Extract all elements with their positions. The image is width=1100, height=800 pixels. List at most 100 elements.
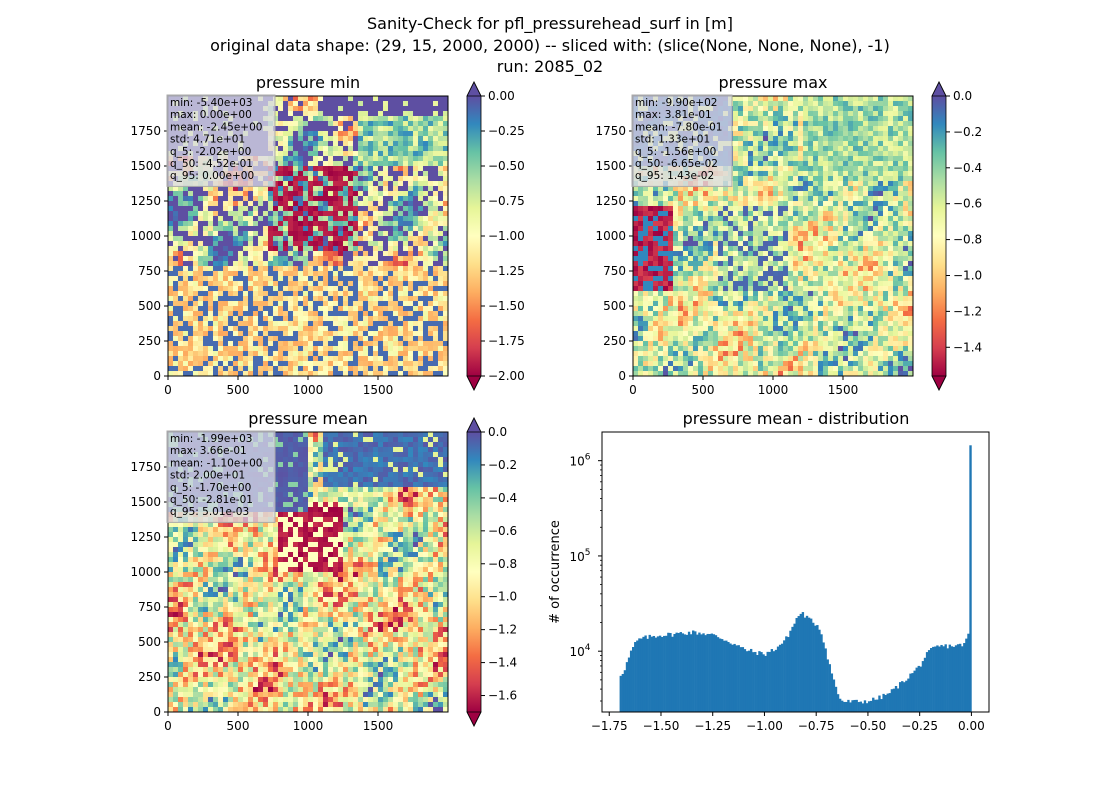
heatmap-cell [733, 211, 739, 217]
heatmap-cell [263, 361, 269, 367]
heatmap-cell [198, 346, 204, 352]
heatmap-cell [208, 316, 214, 322]
heatmap-cell [413, 201, 419, 207]
heatmap-cell [788, 126, 794, 132]
heatmap-cell [673, 211, 679, 217]
heatmap-cell [363, 336, 369, 342]
heatmap-cell [278, 336, 284, 342]
heatmap-cell [868, 211, 874, 217]
heatmap-cell [733, 201, 739, 207]
heatmap-cell [208, 276, 214, 282]
heatmap-cell [238, 336, 244, 342]
heatmap-cell [203, 241, 209, 247]
heatmap-cell [243, 336, 249, 342]
heatmap-cell [768, 186, 774, 192]
heatmap-cell [313, 106, 319, 112]
heatmap-cell [418, 271, 424, 277]
heatmap-cell [303, 286, 309, 292]
heatmap-cell [878, 136, 884, 142]
heatmap-cell [353, 171, 359, 177]
heatmap-cell [203, 366, 209, 372]
heatmap-cell [733, 106, 739, 112]
heatmap-cell [808, 186, 814, 192]
heatmap-cell [718, 241, 724, 247]
heatmap-cell [233, 186, 239, 192]
heatmap-cell [238, 296, 244, 302]
heatmap-cell [333, 366, 339, 372]
heatmap-cell [283, 316, 289, 322]
heatmap-cell [268, 251, 274, 257]
heatmap-cell [233, 226, 239, 232]
heatmap-cell [393, 111, 399, 117]
heatmap-cell [398, 296, 404, 302]
heatmap-cell [813, 166, 819, 172]
heatmap-cell [373, 161, 379, 167]
heatmap-cell [273, 171, 279, 177]
heatmap-cell [798, 236, 804, 242]
heatmap-cell [433, 176, 439, 182]
heatmap-cell [348, 126, 354, 132]
heatmap-cell [438, 266, 444, 272]
heatmap-cell [768, 141, 774, 147]
heatmap-cell [363, 116, 369, 122]
heatmap-cell [398, 336, 404, 342]
heatmap-cell [653, 196, 659, 202]
heatmap-cell [308, 131, 314, 137]
heatmap-cell [288, 156, 294, 162]
heatmap-cell [258, 211, 264, 217]
heatmap-cell [228, 286, 234, 292]
heatmap-cell [408, 121, 414, 127]
heatmap-cell [768, 156, 774, 162]
heatmap-cell [388, 131, 394, 137]
heatmap-cell [893, 191, 899, 197]
heatmap-cell [203, 201, 209, 207]
heatmap-cell [803, 246, 809, 252]
heatmap-cell [393, 171, 399, 177]
heatmap-cell [388, 296, 394, 302]
heatmap-cell [278, 201, 284, 207]
heatmap-cell [283, 261, 289, 267]
heatmap-cell [418, 161, 424, 167]
heatmap-cell [188, 356, 194, 362]
heatmap-cell [273, 371, 279, 377]
heatmap-cell [888, 121, 894, 127]
heatmap-cell [303, 101, 309, 107]
heatmap-cell [868, 226, 874, 232]
heatmap-cell [288, 196, 294, 202]
heatmap-cell [413, 281, 419, 287]
heatmap-cell [778, 236, 784, 242]
heatmap-cell [358, 271, 364, 277]
heatmap-cell [208, 216, 214, 222]
heatmap-cell [418, 106, 424, 112]
heatmap-cell [333, 351, 339, 357]
heatmap-cell [783, 101, 789, 107]
heatmap-cell [698, 206, 704, 212]
heatmap-cell [283, 246, 289, 252]
heatmap-cell [678, 236, 684, 242]
heatmap-cell [428, 201, 434, 207]
heatmap-cell [798, 146, 804, 152]
heatmap-cell [718, 191, 724, 197]
heatmap-cell [858, 116, 864, 122]
heatmap-cell [268, 326, 274, 332]
heatmap-cell [233, 361, 239, 367]
heatmap-cell [648, 226, 654, 232]
heatmap-cell [363, 371, 369, 377]
heatmap-cell [188, 271, 194, 277]
heatmap-cell [433, 366, 439, 372]
heatmap-cell [853, 166, 859, 172]
heatmap-cell [263, 346, 269, 352]
heatmap-cell [908, 116, 914, 122]
heatmap-cell [298, 176, 304, 182]
heatmap-cell [328, 196, 334, 202]
heatmap-cell [668, 231, 674, 237]
heatmap-cell [438, 321, 444, 327]
heatmap-cell [403, 366, 409, 372]
heatmap-cell [413, 191, 419, 197]
heatmap-cell [443, 261, 449, 267]
heatmap-cell [348, 221, 354, 227]
heatmap-cell [733, 101, 739, 107]
heatmap-cell [413, 121, 419, 127]
heatmap-cell [328, 161, 334, 167]
heatmap-cell [883, 181, 889, 187]
